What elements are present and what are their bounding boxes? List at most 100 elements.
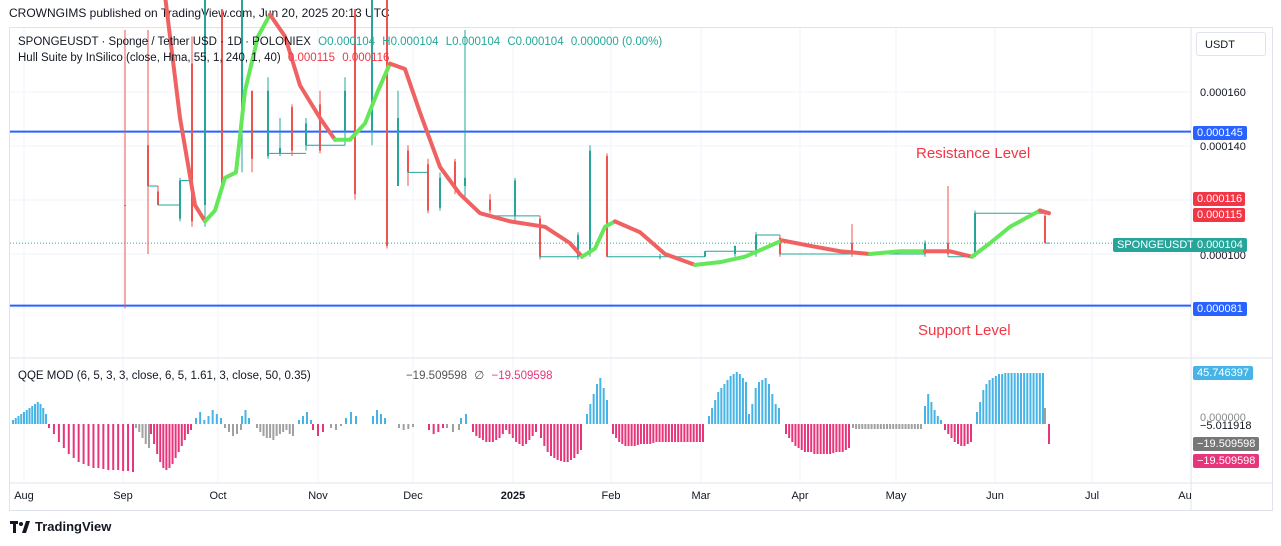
qqe-histogram-bar [630, 424, 633, 446]
qqe-histogram-bar [485, 424, 488, 442]
qqe-histogram-bar [310, 420, 312, 424]
qqe-histogram-bar [34, 404, 36, 424]
price-candle-body [439, 177, 441, 208]
qqe-histogram-bar [446, 424, 448, 428]
price-candle-body [514, 180, 516, 216]
last-price-tag: 0.000104 [1193, 238, 1247, 252]
qqe-histogram-bar [102, 424, 105, 469]
qqe-histogram-bar [42, 408, 45, 424]
qqe-histogram-bar [861, 424, 864, 429]
price-candle-body [354, 9, 356, 195]
publisher-header: CROWNGIMS published on TradingView.com, … [9, 6, 390, 20]
qqe-histogram-bar [566, 424, 569, 462]
qqe-histogram-bar [28, 408, 31, 424]
qqe-histogram-bar [655, 424, 658, 442]
qqe-histogram-bar [791, 424, 794, 442]
hull-segment [333, 61, 392, 142]
x-axis-label: Jul [1084, 490, 1100, 502]
qqe-histogram-bar [232, 424, 234, 436]
qqe-histogram-bar [1035, 373, 1038, 424]
qqe-histogram-bar [698, 424, 701, 442]
qqe-histogram-bar [23, 412, 25, 424]
qqe-histogram-bar [702, 424, 704, 442]
price-candle-body [755, 234, 757, 254]
qqe-histogram-bar [138, 424, 141, 432]
qqe-histogram-bar [330, 424, 332, 428]
hull-segment [203, 12, 272, 224]
qqe-histogram-bar [729, 376, 732, 424]
resistance-annotation: Resistance Level [916, 145, 1031, 162]
price-candle-body [734, 245, 736, 254]
qqe-histogram-bar [340, 424, 342, 426]
hull-legend: Hull Suite by InSilico (close, Hma, 55, … [18, 52, 393, 64]
qqe-histogram-bar [803, 424, 806, 452]
qqe-histogram-bar [930, 402, 933, 424]
qqe-histogram-bar [112, 424, 115, 470]
qqe-histogram-bar [478, 424, 481, 438]
qqe-histogram-bar [646, 424, 649, 444]
currency-button[interactable]: USDT [1196, 32, 1266, 56]
qqe-histogram-bar [680, 424, 683, 442]
qqe-histogram-bar [633, 424, 636, 446]
qqe-histogram-bar [848, 424, 850, 448]
qqe-histogram-bar [867, 424, 870, 429]
qqe-histogram-bar [248, 418, 250, 424]
qqe-histogram-bar [822, 424, 825, 454]
qqe-histogram-bar [683, 424, 686, 442]
price-candle-body [291, 107, 293, 151]
qqe-histogram-bar [686, 424, 689, 442]
qqe-histogram-bar [723, 384, 726, 424]
qqe-histogram-bar [127, 424, 130, 471]
qqe-histogram-bar [689, 424, 692, 442]
qqe-histogram-bar [819, 424, 822, 454]
qqe-histogram-bar [87, 424, 90, 466]
qqe-histogram-bar [1026, 373, 1029, 424]
qqe-histogram-bar [589, 404, 592, 424]
qqe-histogram-bar [1023, 373, 1026, 424]
qqe-histogram-bar [754, 388, 757, 424]
price-candle-body [305, 123, 307, 146]
hull-segment [780, 238, 872, 256]
qqe-histogram-bar [543, 424, 546, 446]
x-axis-label: May [885, 490, 907, 502]
qqe-histogram-bar [832, 424, 835, 453]
qqe-histogram-bar [20, 414, 23, 424]
qqe-histogram-bar [732, 374, 735, 424]
qqe-histogram-bar [892, 424, 895, 429]
ohlc-close: C0.000104 [507, 36, 564, 48]
x-axis-label: Jun [986, 490, 1004, 502]
footer-brand[interactable]: TradingView [10, 519, 111, 534]
qqe-histogram-bar [1013, 373, 1016, 424]
qqe-histogram-bar [380, 414, 382, 424]
qqe-histogram-bar [211, 410, 214, 424]
qqe-histogram-bar [306, 412, 308, 424]
qqe-empty-icon: ∅ [474, 370, 485, 382]
x-axis-label: Sep [113, 490, 133, 502]
qqe-histogram-bar [764, 378, 767, 424]
qqe-histogram-bar [708, 416, 710, 424]
resistance-price-tag: 0.000145 [1193, 126, 1247, 140]
qqe-histogram-bar [612, 424, 614, 434]
qqe-histogram-bar [800, 424, 803, 450]
qqe-histogram-bar [350, 412, 352, 424]
price-candle-body [539, 218, 541, 257]
qqe-histogram-bar [844, 424, 847, 450]
price-candle-body [221, 9, 223, 187]
qqe-histogram-bar [797, 424, 800, 448]
qqe-histogram-bar [901, 424, 904, 429]
hull-segment [970, 208, 1042, 259]
qqe-histogram-bar [77, 424, 80, 462]
price-candle-body [589, 150, 591, 254]
qqe-histogram-bar [437, 424, 440, 432]
qqe-histogram-bar [475, 424, 478, 436]
qqe-histogram-bar [1029, 373, 1032, 424]
qqe-histogram-bar [636, 424, 639, 445]
qqe-histogram-bar [322, 424, 324, 432]
qqe-histogram-bar [720, 388, 723, 424]
qqe-histogram-bar [148, 424, 150, 448]
qqe-histogram-bar [546, 424, 549, 452]
qqe-histogram-bar [785, 424, 787, 434]
qqe-histogram-bar [285, 424, 288, 430]
price-candle-body [427, 164, 429, 211]
